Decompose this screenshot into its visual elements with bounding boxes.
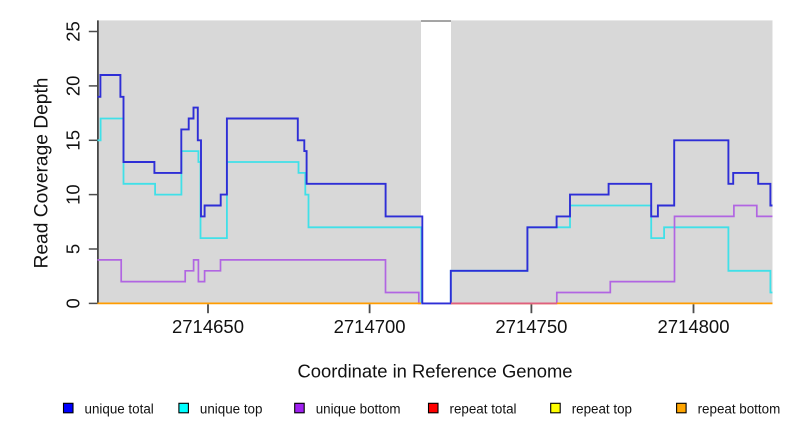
svg-text:Coordinate in Reference Genome: Coordinate in Reference Genome [298,361,573,382]
svg-text:15: 15 [63,130,84,151]
svg-text:unique total: unique total [85,401,154,416]
svg-text:repeat bottom: repeat bottom [698,401,781,416]
svg-text:repeat total: repeat total [450,401,517,416]
svg-text:10: 10 [63,184,84,205]
svg-text:20: 20 [63,76,84,97]
svg-text:unique bottom: unique bottom [316,401,401,416]
svg-text:5: 5 [63,244,84,254]
svg-text:repeat top: repeat top [572,401,632,416]
svg-text:2714750: 2714750 [495,316,567,337]
svg-text:0: 0 [63,298,84,308]
svg-text:2714700: 2714700 [334,316,406,337]
svg-text:25: 25 [63,21,84,42]
svg-text:Read Coverage Depth: Read Coverage Depth [32,78,53,269]
svg-text:unique top: unique top [200,401,263,416]
svg-text:2714800: 2714800 [657,316,729,337]
svg-text:2714650: 2714650 [172,316,244,337]
